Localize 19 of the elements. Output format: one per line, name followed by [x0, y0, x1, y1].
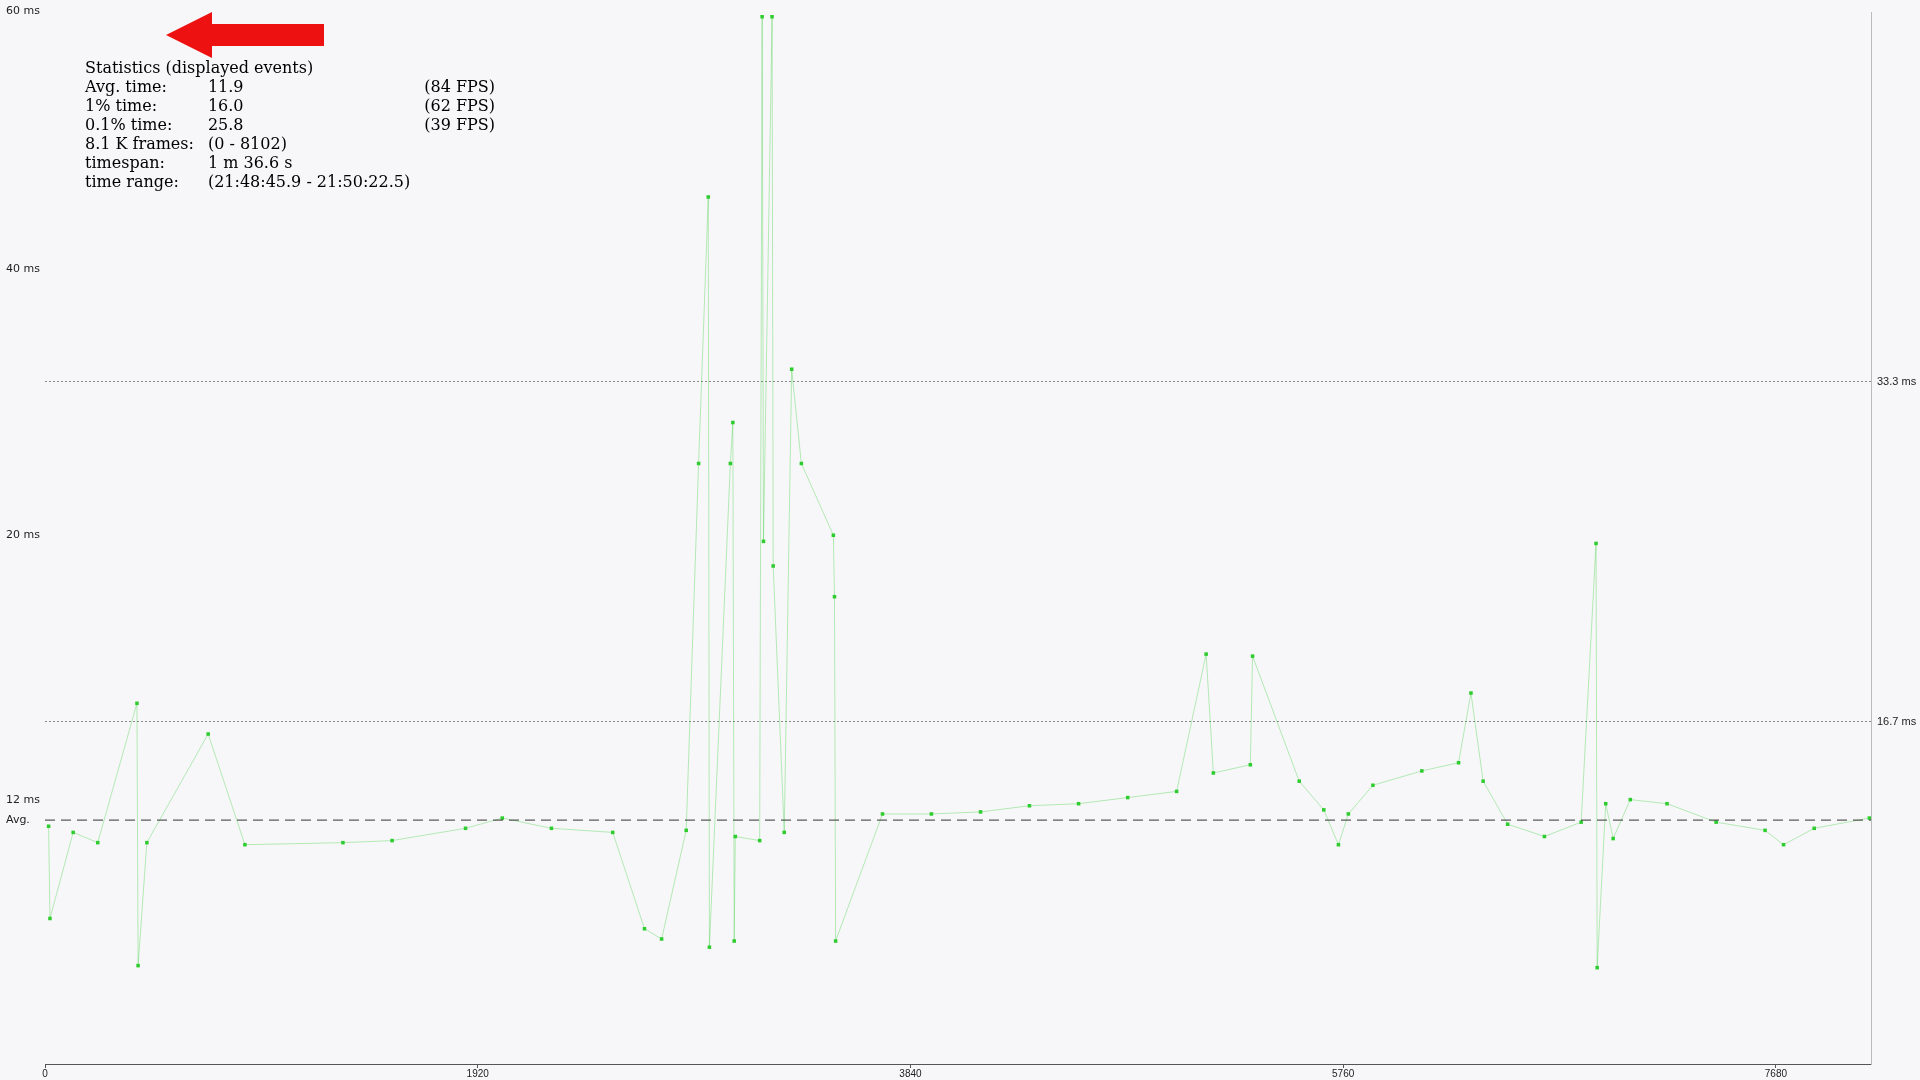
text: 12 ms	[6, 793, 40, 806]
x-tick-label: 1920	[466, 1067, 490, 1079]
annotation: Statistics (displayed events)	[85, 58, 315, 77]
annotation: 8.1 K frames: (0 - 8102)	[85, 134, 288, 153]
x-tick-label: 7680	[1764, 1067, 1788, 1079]
text: 60 ms	[6, 4, 40, 17]
x-tick-label: 5760	[1332, 1067, 1355, 1079]
y-tick-label: 16.7 ms	[1877, 714, 1917, 727]
text: time range: (21:48:45.9 - 21:50:22.5)	[85, 172, 411, 191]
x-tick-label: 3840	[899, 1067, 923, 1079]
text: Avg. time: 11.9 (84 FPS)	[85, 77, 495, 96]
ref-line-label: Avg.	[6, 812, 30, 826]
text: 40 ms	[6, 262, 40, 275]
text: 1% time: 16.0 (62 FPS)	[85, 96, 495, 115]
text: 0.1% time: 25.8 (39 FPS)	[85, 115, 495, 134]
text: timespan: 1 m 36.6 s	[85, 153, 293, 172]
x-tick-label: 0	[42, 1067, 49, 1079]
y-tick-label: 33.3 ms	[1877, 374, 1917, 387]
text: 20 ms	[6, 528, 40, 541]
